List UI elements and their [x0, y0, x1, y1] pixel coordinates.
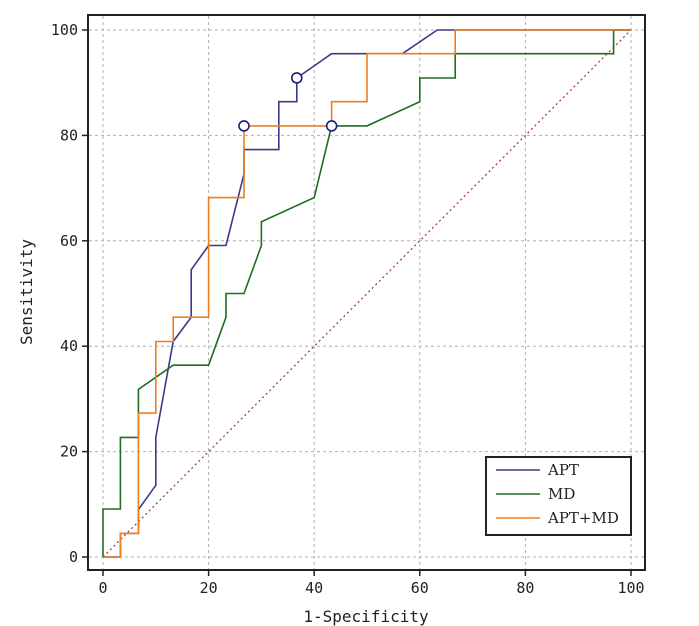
y-tick-label: 100 — [51, 21, 78, 39]
y-axis-title: Sensitivity — [17, 239, 36, 345]
series-line-apt-md — [103, 29, 631, 558]
y-tick-label: 0 — [69, 548, 78, 566]
x-axis-title: 1-Specificity — [303, 607, 429, 626]
series-layer — [102, 29, 631, 558]
y-tick-label: 80 — [60, 126, 78, 144]
plot-frame — [87, 14, 646, 571]
x-tick-label: 40 — [305, 579, 323, 597]
legend: APT MD APT+MD — [485, 456, 632, 536]
x-tick-label: 60 — [411, 579, 429, 597]
legend-label-apt: APT — [547, 461, 579, 479]
cutoff-marker — [238, 120, 250, 132]
cutoff-marker — [325, 120, 338, 132]
y-tick-label: 60 — [60, 232, 78, 250]
x-tick-label: 100 — [617, 579, 644, 597]
legend-label-md: MD — [548, 485, 575, 503]
x-tick-label: 80 — [516, 579, 534, 597]
x-tick-label: 0 — [98, 579, 107, 597]
y-tick-label: 20 — [60, 443, 78, 461]
x-tick-label: 20 — [200, 579, 218, 597]
y-tick-label: 40 — [60, 337, 78, 355]
legend-label-apt-md: APT+MD — [547, 509, 619, 527]
axis-ticks: 0 20 40 60 80 100 0 20 40 60 80 100 — [51, 21, 645, 597]
series-line-md — [102, 29, 631, 557]
cutoff-marker — [290, 72, 303, 84]
reference-diagonal-line — [102, 29, 632, 558]
marker-layer — [238, 72, 338, 132]
